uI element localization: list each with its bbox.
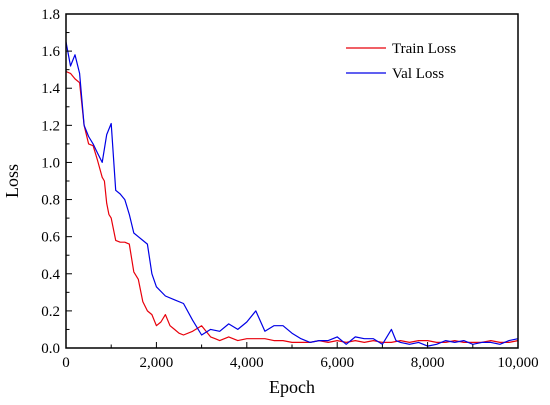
y-tick-label: 0.0 bbox=[41, 341, 60, 357]
y-tick-label: 1.0 bbox=[41, 155, 60, 171]
series-line-val-loss bbox=[65, 41, 519, 347]
y-tick-label: 0.4 bbox=[41, 267, 60, 283]
plot-frame bbox=[65, 13, 519, 349]
x-tick-label: 2,000 bbox=[140, 355, 174, 371]
y-tick-label: 0.6 bbox=[41, 230, 60, 246]
y-tick-label: 0.8 bbox=[41, 193, 60, 209]
y-axis-label: Loss bbox=[2, 164, 22, 198]
legend-label: Train Loss bbox=[392, 41, 456, 57]
y-tick-label: 0.2 bbox=[41, 304, 60, 320]
x-axis-ticks: 0 2,000 4,000 6,000 8,000 10,000 bbox=[62, 342, 539, 371]
x-tick-label: 0 bbox=[62, 355, 70, 371]
x-tick-label: 8,000 bbox=[411, 355, 445, 371]
legend-label: Val Loss bbox=[392, 66, 444, 82]
x-tick-label: 10,000 bbox=[497, 355, 538, 371]
x-tick-label: 4,000 bbox=[230, 355, 264, 371]
series-line-train-loss bbox=[65, 70, 519, 343]
legend: Train Loss Val Loss bbox=[346, 41, 456, 82]
y-tick-label: 1.6 bbox=[41, 44, 60, 60]
y-tick-label: 1.2 bbox=[41, 118, 60, 134]
y-axis-ticks: 0.0 0.2 0.4 0.6 0.8 1.0 1.2 1.4 1.6 1.8 bbox=[41, 7, 72, 357]
x-axis-label: Epoch bbox=[269, 377, 315, 397]
y-tick-label: 1.8 bbox=[41, 7, 60, 23]
plot-series bbox=[65, 41, 519, 347]
x-tick-label: 6,000 bbox=[320, 355, 354, 371]
y-tick-label: 1.4 bbox=[41, 81, 60, 97]
